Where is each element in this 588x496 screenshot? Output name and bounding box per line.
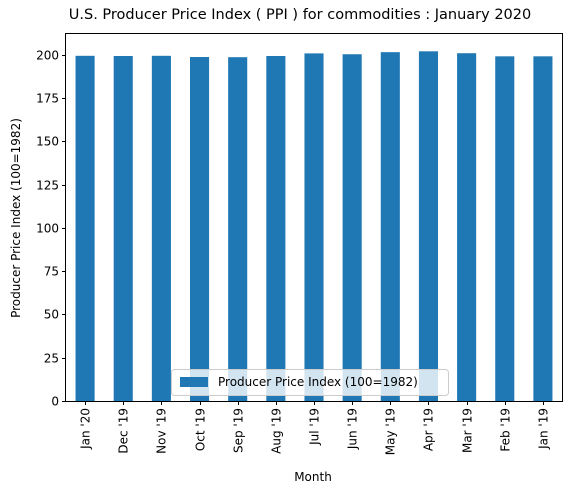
x-tick-label: May '19 — [384, 408, 398, 455]
plot-frame — [65, 33, 563, 402]
x-tick-label: Jan '19 — [537, 408, 551, 450]
x-tick-label: Apr '19 — [422, 408, 436, 451]
bar — [304, 53, 324, 401]
bar — [113, 55, 133, 402]
x-tick-label: Aug '19 — [270, 408, 284, 454]
bar — [457, 53, 477, 401]
legend-box — [171, 369, 449, 396]
x-tick-label: Jun '19 — [346, 408, 360, 450]
x-tick-label: Oct '19 — [194, 408, 208, 451]
bar — [495, 56, 515, 401]
chart-title: U.S. Producer Price Index ( PPI ) for co… — [68, 7, 532, 23]
bar — [342, 54, 362, 401]
x-axis: Jan '20 Dec '19 Nov '19 Oct '19 Sep '19 Aug '… — [79, 401, 551, 455]
y-tick-label: 175 — [36, 92, 59, 106]
bar — [266, 55, 286, 402]
legend-swatch — [180, 377, 208, 387]
bar — [418, 51, 438, 402]
y-tick-label: 0 — [51, 395, 59, 409]
bar — [533, 56, 553, 401]
x-tick-label: Jul '19 — [308, 408, 322, 446]
y-tick-label: 25 — [44, 352, 59, 366]
bar — [151, 55, 171, 402]
legend: Producer Price Index (100=1982) — [171, 369, 449, 396]
x-tick-label: Feb '19 — [499, 408, 513, 452]
y-tick-label: 100 — [36, 222, 59, 236]
bar — [380, 52, 400, 402]
x-tick-label: Mar '19 — [461, 408, 475, 453]
y-tick-label: 200 — [36, 49, 59, 63]
bar — [228, 57, 248, 401]
bar — [190, 57, 210, 402]
bars-group — [75, 51, 553, 402]
x-axis-label: Month — [294, 470, 332, 484]
y-tick-label: 150 — [36, 135, 59, 149]
y-axis: 0 25 50 75 100 125 150 175 200 — [36, 49, 66, 409]
y-tick-label: 50 — [44, 308, 59, 322]
y-tick-label: 125 — [36, 179, 59, 193]
x-tick-label: Jan '20 — [79, 408, 93, 450]
x-tick-label: Nov '19 — [155, 408, 169, 454]
legend-label: Producer Price Index (100=1982) — [218, 375, 418, 389]
x-tick-label: Sep '19 — [232, 408, 246, 453]
y-tick-label: 75 — [44, 265, 59, 279]
bar — [75, 55, 95, 402]
x-tick-label: Dec '19 — [117, 408, 131, 454]
